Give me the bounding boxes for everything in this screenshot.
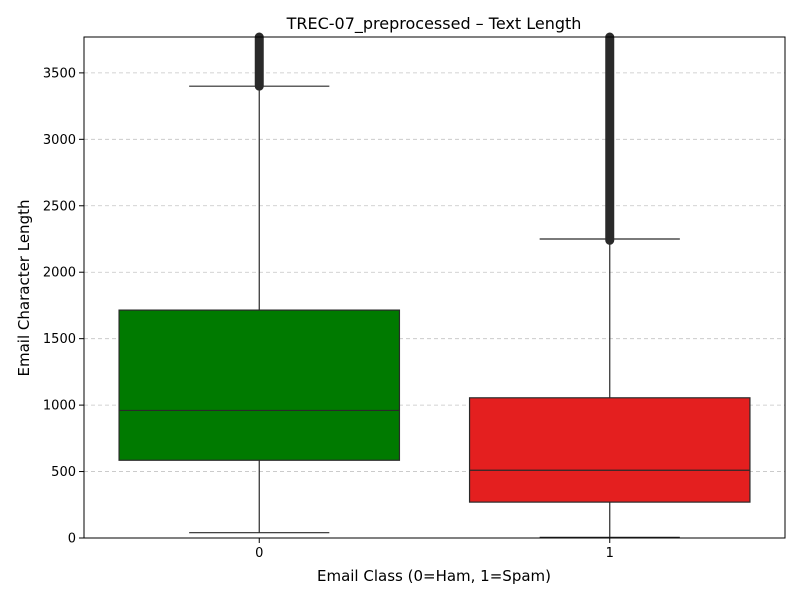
x-tick-label: 0 <box>255 546 263 561</box>
iqr-box <box>118 309 401 461</box>
y-tick-label: 2000 <box>43 266 76 281</box>
boxes <box>118 32 751 538</box>
y-axis-label: Email Character Length <box>15 200 33 377</box>
y-tick-label: 1500 <box>43 332 76 347</box>
iqr-box <box>468 397 751 503</box>
plot-frame <box>83 36 786 539</box>
y-tick-label: 3000 <box>43 133 76 148</box>
axes: 0 500 1000 1500 2000 2500 3000 3500 0 1 <box>43 66 614 561</box>
box-group-1 <box>468 32 751 538</box>
box-group-0 <box>118 32 401 534</box>
y-tick-label: 1000 <box>43 399 76 414</box>
y-tick-label: 500 <box>51 465 76 480</box>
x-axis-label: Email Class (0=Ham, 1=Spam) <box>317 567 551 585</box>
y-tick-label: 0 <box>68 532 76 547</box>
y-tick-label: 2500 <box>43 199 76 214</box>
y-tick-label: 3500 <box>43 66 76 81</box>
x-tick-label: 1 <box>606 546 614 561</box>
chart-title: TREC-07_preprocessed – Text Length <box>286 14 582 34</box>
